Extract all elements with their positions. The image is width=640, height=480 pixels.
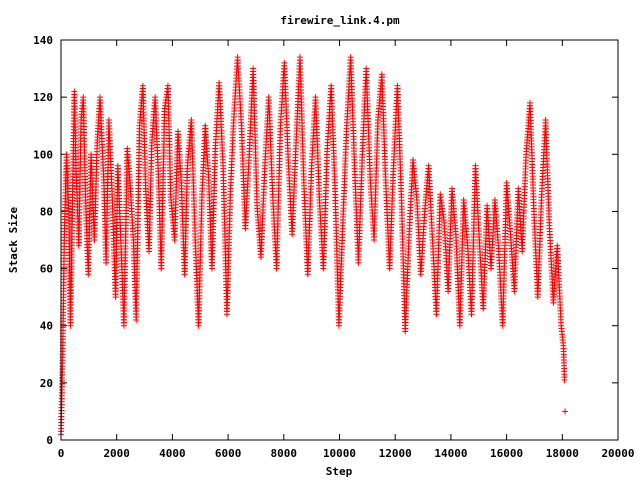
x-axis-label: Step	[326, 465, 353, 478]
x-tick-label: 10000	[323, 447, 356, 460]
axis-ticks: 0 2000 4000 6000 8000 10000 12000 14000 16000 180…	[33, 34, 634, 460]
x-tick-label: 6000	[215, 447, 242, 460]
x-tick-label: 0	[58, 447, 65, 460]
y-tick-label: 40	[40, 320, 53, 333]
data-point	[561, 377, 568, 383]
x-tick-label: 18000	[546, 447, 579, 460]
y-tick-label: 0	[46, 434, 53, 447]
y-tick-label: 80	[40, 205, 53, 218]
x-tick-label: 20000	[601, 447, 634, 460]
y-tick-label: 60	[40, 263, 53, 276]
x-tick-label: 4000	[159, 447, 186, 460]
y-tick-label: 140	[33, 34, 53, 47]
x-tick-label: 8000	[271, 447, 298, 460]
chart-title: firewire_link.4.pm	[280, 14, 400, 27]
x-tick-label: 12000	[379, 447, 412, 460]
y-tick-label: 100	[33, 148, 53, 161]
y-tick-label: 20	[40, 377, 53, 390]
data-points	[58, 54, 569, 438]
x-tick-label: 2000	[103, 447, 130, 460]
x-tick-label: 14000	[434, 447, 467, 460]
x-tick-label: 16000	[490, 447, 523, 460]
data-point	[562, 408, 569, 415]
y-tick-label: 120	[33, 91, 53, 104]
y-axis-label: Stack Size	[7, 207, 20, 274]
